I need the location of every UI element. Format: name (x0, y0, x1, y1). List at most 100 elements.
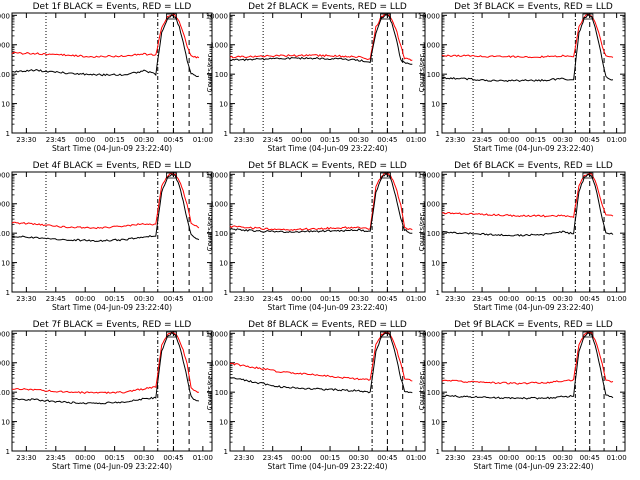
y-tick-label: 1 (6, 130, 10, 138)
chart-title: Det 3f BLACK = Events, RED = LLD (454, 2, 613, 12)
lld-series-line (11, 173, 200, 230)
x-axis-label: Start Time (04-Jun-09 23:22:40) (52, 144, 172, 153)
y-tick-label: 100 (427, 230, 440, 238)
y-tick-label: 10 (219, 419, 228, 427)
x-axis-label: Start Time (04-Jun-09 23:22:40) (268, 144, 388, 153)
x-tick-label: 23:45 (472, 136, 492, 144)
chart-panel: Det 2f BLACK = Events, RED = LLD 1 10 100 10… (206, 2, 426, 153)
y-tick-label: 10000 (206, 12, 228, 20)
x-tick-label: 00:45 (377, 295, 397, 303)
peak-box-marker (380, 172, 391, 179)
events-series-line (441, 13, 614, 83)
x-tick-label: 23:30 (16, 454, 36, 462)
y-tick-label: 10000 (0, 171, 10, 179)
x-tick-label: 23:30 (16, 136, 36, 144)
lld-series-line (229, 331, 413, 382)
x-tick-label: 23:30 (445, 295, 465, 303)
x-tick-label: 00:15 (526, 454, 546, 462)
x-tick-label: 00:30 (349, 295, 369, 303)
x-tick-label: 01:00 (607, 136, 627, 144)
y-tick-label: 1000 (0, 201, 10, 209)
peak-box-marker (166, 13, 177, 20)
plot-frame (11, 330, 213, 452)
chart-title: Det 5f BLACK = Events, RED = LLD (248, 161, 407, 171)
y-tick-label: 1 (436, 289, 440, 297)
x-tick-label: 00:00 (291, 136, 311, 144)
y-tick-label: 10 (219, 260, 228, 268)
chart-panel: Det 9f BLACK = Events, RED = LLD 1 10 100 10… (418, 320, 627, 471)
plot-frame (11, 171, 213, 293)
x-tick-label: 00:45 (377, 136, 397, 144)
y-tick-label: 10 (431, 260, 440, 268)
x-tick-label: 00:15 (320, 136, 340, 144)
plot-frame (229, 171, 426, 293)
x-tick-label: 00:45 (580, 454, 600, 462)
y-tick-label: 1000 (422, 42, 440, 50)
y-axis-label: Counts/sec (206, 54, 214, 93)
x-axis-label: Start Time (04-Jun-09 23:22:40) (268, 303, 388, 312)
peak-box-marker (582, 331, 594, 338)
y-tick-label: 1 (224, 130, 228, 138)
lld-series-line (442, 173, 614, 218)
x-tick-label: 00:45 (580, 295, 600, 303)
y-tick-label: 1000 (0, 42, 10, 50)
x-tick-label: 23:45 (263, 454, 283, 462)
x-tick-label: 00:00 (291, 454, 311, 462)
chart-title: Det 7f BLACK = Events, RED = LLD (33, 320, 192, 330)
x-tick-label: 00:00 (75, 295, 95, 303)
y-tick-label: 100 (427, 71, 440, 79)
y-tick-label: 10 (219, 101, 228, 109)
x-tick-label: 00:15 (105, 136, 125, 144)
x-tick-label: 00:15 (320, 295, 340, 303)
x-tick-label: 01:00 (406, 454, 426, 462)
x-tick-label: 00:00 (499, 136, 519, 144)
x-tick-label: 00:00 (499, 295, 519, 303)
x-tick-label: 00:15 (320, 454, 340, 462)
chart-panel: Det 1f BLACK = Events, RED = LLD 1 10 100 10… (0, 2, 213, 153)
chart-title: Det 1f BLACK = Events, RED = LLD (33, 2, 192, 12)
x-tick-label: 00:00 (75, 136, 95, 144)
plot-frame (441, 12, 626, 134)
x-tick-label: 00:30 (134, 295, 154, 303)
x-tick-label: 01:00 (193, 295, 213, 303)
y-tick-label: 100 (427, 389, 440, 397)
y-tick-label: 100 (0, 230, 10, 238)
chart-panel: Det 5f BLACK = Events, RED = LLD 1 10 100 10… (206, 161, 426, 312)
y-tick-label: 10000 (206, 171, 228, 179)
x-tick-label: 23:30 (234, 454, 254, 462)
x-axis-label: Start Time (04-Jun-09 23:22:40) (268, 462, 388, 471)
lld-series-line (229, 172, 413, 231)
chart-title: Det 6f BLACK = Events, RED = LLD (454, 161, 613, 171)
y-tick-label: 100 (215, 71, 228, 79)
peak-box-marker (166, 172, 177, 179)
y-tick-label: 10000 (418, 330, 440, 338)
peak-box-marker (380, 13, 391, 20)
y-tick-label: 10 (1, 260, 10, 268)
x-tick-label: 00:15 (526, 136, 546, 144)
events-series-line (229, 173, 413, 234)
x-tick-label: 00:30 (349, 136, 369, 144)
x-tick-label: 23:30 (234, 295, 254, 303)
y-tick-label: 1000 (422, 201, 440, 209)
events-series-line (11, 14, 200, 78)
x-tick-label: 00:45 (163, 295, 183, 303)
y-axis-label: Counts/sec (206, 213, 214, 252)
x-tick-label: 00:45 (163, 454, 183, 462)
chart-title: Det 4f BLACK = Events, RED = LLD (33, 161, 192, 171)
y-tick-label: 10 (1, 101, 10, 109)
y-tick-label: 1000 (422, 360, 440, 368)
x-tick-label: 00:30 (349, 454, 369, 462)
y-tick-label: 1000 (0, 360, 10, 368)
x-tick-label: 00:00 (75, 454, 95, 462)
y-tick-label: 10000 (0, 330, 10, 338)
y-tick-label: 100 (215, 230, 228, 238)
y-tick-label: 10 (431, 419, 440, 427)
y-tick-label: 1 (6, 448, 10, 456)
y-tick-label: 1 (436, 448, 440, 456)
y-tick-label: 10000 (418, 171, 440, 179)
x-axis-label: Start Time (04-Jun-09 23:22:40) (52, 462, 172, 471)
x-tick-label: 01:00 (193, 136, 213, 144)
x-tick-label: 01:00 (607, 454, 627, 462)
y-tick-label: 1000 (210, 42, 228, 50)
